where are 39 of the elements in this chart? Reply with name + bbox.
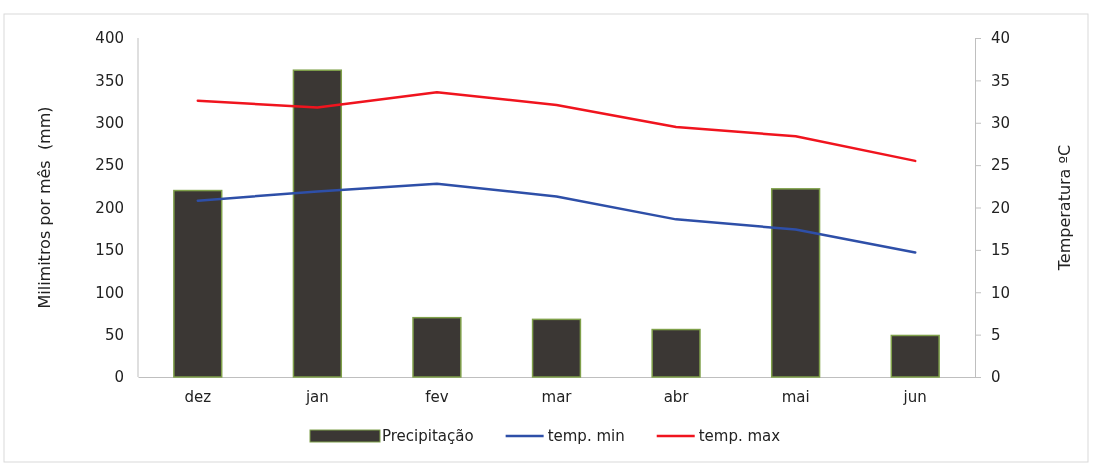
y-tick-label: 0	[114, 368, 124, 387]
bar	[412, 316, 462, 378]
y-tick-label: 300	[95, 114, 124, 133]
bar	[173, 189, 223, 378]
legend-label: Precipitação	[382, 427, 474, 445]
y2-tick-label: 30	[991, 114, 1011, 133]
line-series	[196, 90, 917, 163]
y-tick-label: 200	[95, 198, 124, 217]
x-tick-label: dez	[184, 387, 212, 406]
y2-tick-label: 20	[991, 198, 1011, 217]
y-tick-label: 250	[95, 156, 124, 175]
y2-tick-label: 40	[991, 29, 1011, 48]
y2-tick-label: 5	[991, 325, 1001, 344]
y2-tick-label: 25	[991, 156, 1011, 175]
bar	[531, 318, 582, 378]
legend-label: temp. min	[547, 427, 625, 445]
y2-axis-title: Temperatura ºC	[1055, 144, 1074, 272]
y-tick-label: 350	[95, 71, 124, 90]
y-tick-label: 100	[95, 283, 124, 302]
y2-tick-label: 35	[991, 71, 1011, 90]
y-axis-title: Milimitros por mês (mm)	[35, 106, 54, 309]
bar	[651, 328, 701, 378]
y2-tick-label: 15	[991, 241, 1011, 260]
legend-label: temp. max	[698, 427, 781, 445]
x-tick-label: jun	[902, 387, 927, 406]
x-tick-label: jan	[304, 387, 329, 406]
bar	[292, 69, 343, 378]
x-tick-label: fev	[425, 387, 449, 406]
bar	[770, 188, 821, 378]
y2-tick-label: 0	[991, 368, 1001, 387]
x-tick-label: mar	[541, 387, 573, 406]
x-tick-label: abr	[663, 387, 690, 406]
x-tick-label: mai	[781, 387, 810, 406]
y2-tick-label: 10	[991, 283, 1011, 302]
y-tick-label: 400	[95, 29, 124, 48]
bar	[890, 334, 940, 378]
y-tick-label: 50	[104, 325, 124, 344]
y-tick-label: 150	[95, 241, 124, 260]
line-series	[196, 182, 917, 254]
